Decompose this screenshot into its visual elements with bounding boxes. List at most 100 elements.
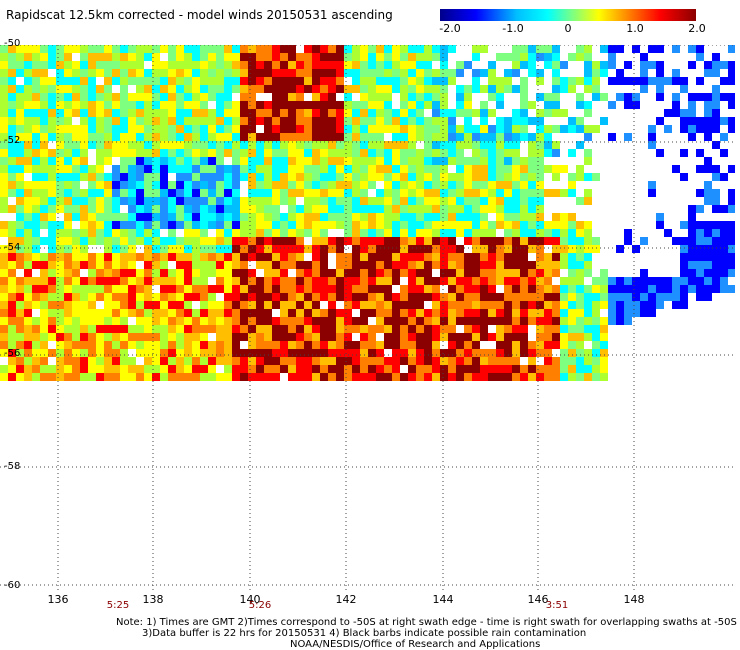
- wind-cell: [280, 301, 288, 309]
- wind-cell: [224, 285, 232, 293]
- wind-cell: [56, 221, 64, 229]
- wind-cell: [104, 133, 112, 141]
- wind-cell: [344, 221, 352, 229]
- wind-cell: [216, 141, 224, 149]
- wind-cell: [88, 77, 96, 85]
- wind-cell: [440, 149, 448, 157]
- wind-cell: [640, 309, 648, 317]
- wind-cell: [192, 309, 200, 317]
- wind-cell: [168, 213, 176, 221]
- wind-cell: [264, 205, 272, 213]
- wind-cell: [560, 333, 568, 341]
- wind-cell: [120, 165, 128, 173]
- wind-cell: [240, 61, 248, 69]
- wind-cell: [544, 349, 552, 357]
- wind-cell: [8, 189, 16, 197]
- wind-cell: [440, 173, 448, 181]
- wind-cell: [40, 165, 48, 173]
- wind-cell: [184, 373, 192, 381]
- wind-cell: [64, 229, 72, 237]
- lon-label: 142: [335, 593, 357, 606]
- wind-cell: [400, 141, 408, 149]
- wind-cell: [376, 373, 384, 381]
- wind-cell: [392, 125, 400, 133]
- wind-cell: [264, 277, 272, 285]
- wind-cell: [520, 173, 528, 181]
- wind-cell: [72, 269, 80, 277]
- wind-cell: [384, 77, 392, 85]
- wind-cell: [32, 93, 40, 101]
- wind-cell: [600, 61, 608, 69]
- wind-cell: [160, 77, 168, 85]
- wind-cell: [56, 357, 64, 365]
- wind-cell: [464, 189, 472, 197]
- wind-cell: [352, 69, 360, 77]
- wind-cell: [512, 53, 520, 61]
- wind-cell: [224, 213, 232, 221]
- wind-cell: [440, 357, 448, 365]
- wind-cell: [680, 125, 688, 133]
- wind-cell: [344, 93, 352, 101]
- wind-cell: [504, 133, 512, 141]
- wind-cell: [384, 117, 392, 125]
- wind-cell: [504, 141, 512, 149]
- wind-cell: [344, 205, 352, 213]
- wind-cell: [456, 173, 464, 181]
- wind-cell: [408, 333, 416, 341]
- wind-cell: [328, 77, 336, 85]
- wind-cell: [80, 85, 88, 93]
- wind-cell: [192, 157, 200, 165]
- wind-cell: [160, 357, 168, 365]
- wind-cell: [72, 365, 80, 373]
- wind-cell: [672, 45, 680, 53]
- wind-cell: [336, 325, 344, 333]
- wind-cell: [224, 357, 232, 365]
- wind-cell: [344, 237, 352, 245]
- wind-cell: [408, 69, 416, 77]
- wind-cell: [240, 365, 248, 373]
- wind-cell: [56, 117, 64, 125]
- wind-cell: [176, 53, 184, 61]
- wind-cell: [224, 365, 232, 373]
- wind-cell: [528, 189, 536, 197]
- wind-cell: [144, 157, 152, 165]
- wind-cell: [336, 333, 344, 341]
- wind-cell: [512, 317, 520, 325]
- wind-cell: [248, 341, 256, 349]
- wind-cell: [360, 317, 368, 325]
- lon-label: 136: [47, 593, 69, 606]
- wind-cell: [496, 357, 504, 365]
- wind-cell: [512, 357, 520, 365]
- wind-cell: [200, 301, 208, 309]
- wind-cell: [184, 109, 192, 117]
- wind-cell: [608, 317, 616, 325]
- wind-cell: [416, 117, 424, 125]
- wind-cell: [320, 157, 328, 165]
- wind-cell: [688, 133, 696, 141]
- wind-cell: [248, 365, 256, 373]
- wind-cell: [0, 365, 8, 373]
- wind-cell: [328, 53, 336, 61]
- wind-cell: [472, 333, 480, 341]
- wind-cell: [376, 53, 384, 61]
- wind-cell: [248, 101, 256, 109]
- wind-cell: [344, 157, 352, 165]
- wind-cell: [544, 333, 552, 341]
- wind-cell: [128, 101, 136, 109]
- wind-cell: [464, 277, 472, 285]
- swath-time: 3:51: [545, 600, 569, 611]
- wind-cell: [728, 125, 735, 133]
- wind-cell: [520, 245, 528, 253]
- wind-cell: [288, 157, 296, 165]
- wind-cell: [184, 157, 192, 165]
- wind-cell: [704, 253, 712, 261]
- wind-cell: [480, 181, 488, 189]
- wind-cell: [480, 269, 488, 277]
- wind-cell: [104, 117, 112, 125]
- wind-cell: [400, 245, 408, 253]
- wind-cell: [8, 229, 16, 237]
- wind-cell: [232, 45, 240, 53]
- wind-cell: [336, 69, 344, 77]
- wind-cell: [104, 69, 112, 77]
- wind-cell: [656, 85, 664, 93]
